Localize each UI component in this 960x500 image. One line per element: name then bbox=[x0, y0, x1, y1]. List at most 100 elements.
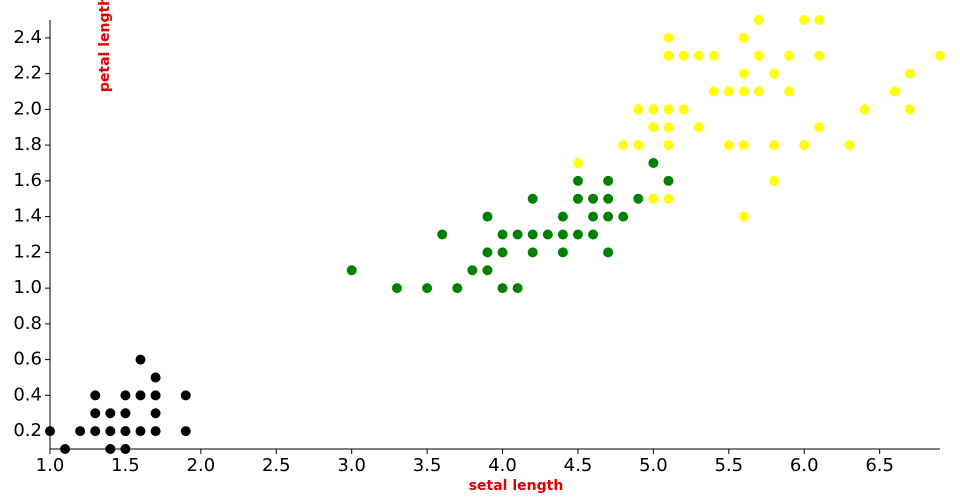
point bbox=[603, 175, 614, 186]
point bbox=[814, 50, 825, 61]
point bbox=[45, 426, 55, 437]
point bbox=[663, 50, 674, 61]
point bbox=[844, 140, 855, 151]
point bbox=[663, 140, 674, 151]
point bbox=[120, 390, 131, 401]
point bbox=[663, 32, 674, 43]
x-tick-label: 5.5 bbox=[714, 455, 743, 476]
point bbox=[904, 68, 915, 79]
point bbox=[497, 247, 508, 258]
point bbox=[633, 193, 644, 204]
point bbox=[60, 444, 71, 454]
point bbox=[603, 247, 614, 258]
y-tick-label: 2.0 bbox=[13, 98, 42, 119]
point bbox=[738, 32, 749, 43]
point bbox=[753, 86, 764, 97]
point bbox=[889, 86, 900, 97]
point bbox=[603, 211, 614, 222]
point bbox=[678, 104, 689, 115]
point bbox=[769, 68, 780, 79]
point bbox=[693, 122, 704, 133]
point bbox=[527, 193, 538, 204]
point bbox=[588, 193, 599, 204]
y-tick-label: 1.8 bbox=[13, 134, 42, 155]
point bbox=[904, 104, 915, 115]
point bbox=[708, 86, 719, 97]
x-tick-label: 2.5 bbox=[262, 455, 291, 476]
point bbox=[150, 408, 161, 419]
point bbox=[467, 265, 478, 276]
point bbox=[753, 50, 764, 61]
point bbox=[497, 283, 508, 294]
point bbox=[105, 444, 116, 454]
x-tick-label: 1.5 bbox=[111, 455, 140, 476]
point bbox=[180, 426, 191, 437]
point bbox=[105, 426, 116, 437]
point bbox=[120, 444, 131, 454]
point bbox=[557, 211, 568, 222]
point bbox=[678, 50, 689, 61]
x-tick-label: 2.0 bbox=[187, 455, 216, 476]
point bbox=[738, 86, 749, 97]
point bbox=[90, 390, 101, 401]
point bbox=[572, 229, 583, 240]
point bbox=[482, 265, 493, 276]
y-tick-label: 0.2 bbox=[13, 420, 42, 441]
point bbox=[648, 158, 659, 168]
y-tick-label: 1.6 bbox=[13, 170, 42, 191]
y-tick-label: 1.2 bbox=[13, 241, 42, 262]
x-axis-title: setal length bbox=[469, 478, 564, 494]
y-tick-label: 0.8 bbox=[13, 313, 42, 334]
point bbox=[557, 229, 568, 240]
x-tick-label: 4.0 bbox=[488, 455, 517, 476]
point bbox=[422, 283, 433, 294]
point bbox=[150, 426, 161, 437]
point bbox=[859, 104, 870, 115]
y-tick-label: 2.4 bbox=[13, 27, 42, 48]
point bbox=[588, 211, 599, 222]
point bbox=[603, 193, 614, 204]
point bbox=[663, 104, 674, 115]
point bbox=[557, 247, 568, 258]
point bbox=[135, 426, 146, 437]
point bbox=[512, 283, 523, 294]
point bbox=[150, 390, 161, 401]
point bbox=[90, 408, 101, 419]
y-axis-title: petal length bbox=[97, 0, 113, 92]
point bbox=[769, 175, 780, 186]
point bbox=[693, 50, 704, 61]
point bbox=[935, 50, 945, 61]
point bbox=[738, 140, 749, 151]
point bbox=[75, 426, 86, 437]
x-tick-label: 3.0 bbox=[337, 455, 366, 476]
point bbox=[512, 229, 523, 240]
y-tick-label: 2.2 bbox=[13, 63, 42, 84]
point bbox=[135, 354, 146, 365]
point bbox=[738, 68, 749, 79]
point bbox=[648, 122, 659, 133]
point bbox=[648, 104, 659, 115]
x-tick-label: 6.5 bbox=[865, 455, 894, 476]
point bbox=[663, 122, 674, 133]
x-tick-label: 1.0 bbox=[36, 455, 65, 476]
point bbox=[135, 390, 146, 401]
point bbox=[542, 229, 553, 240]
point bbox=[497, 229, 508, 240]
point bbox=[90, 426, 101, 437]
point bbox=[618, 211, 629, 222]
point bbox=[633, 140, 644, 151]
point bbox=[648, 193, 659, 204]
point bbox=[120, 408, 131, 419]
x-tick-label: 4.5 bbox=[564, 455, 593, 476]
point bbox=[663, 193, 674, 204]
point bbox=[633, 104, 644, 115]
point bbox=[482, 211, 493, 222]
point bbox=[723, 86, 734, 97]
x-tick-label: 5.0 bbox=[639, 455, 668, 476]
point bbox=[814, 15, 825, 25]
point bbox=[527, 229, 538, 240]
point bbox=[105, 408, 116, 419]
y-tick-label: 1.0 bbox=[13, 277, 42, 298]
point bbox=[618, 140, 629, 151]
